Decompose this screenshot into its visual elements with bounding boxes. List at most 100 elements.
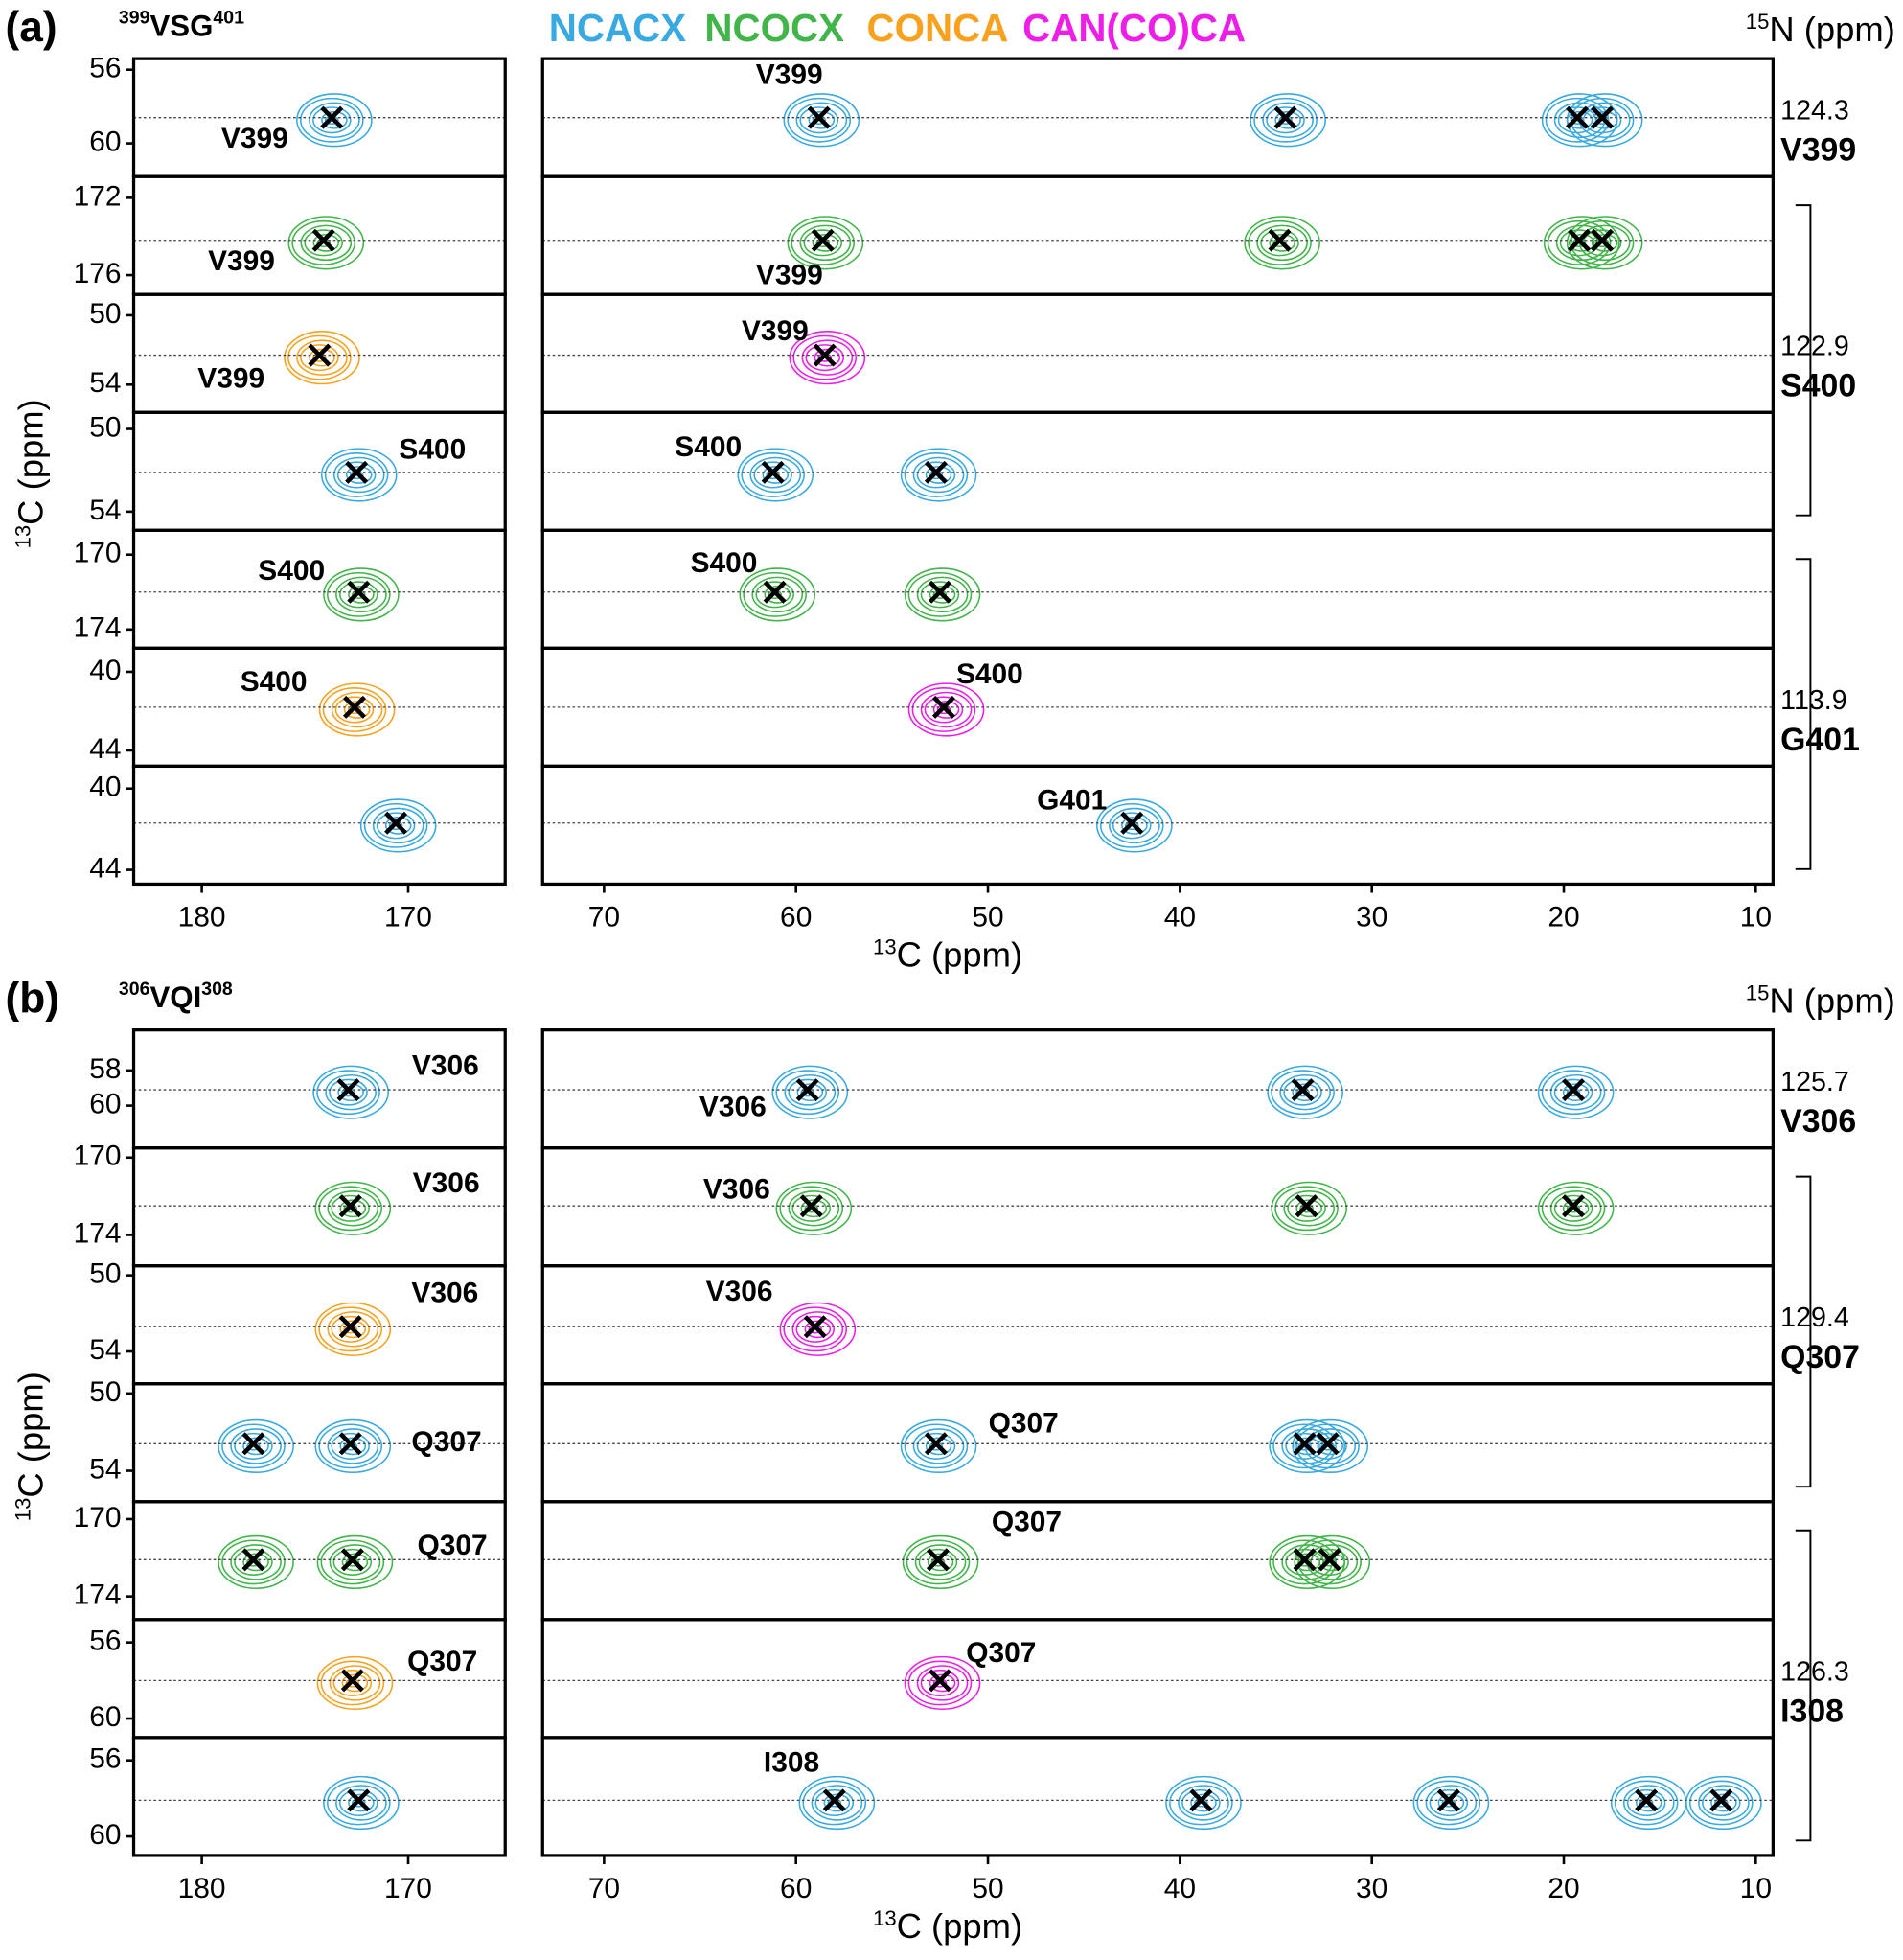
x-tick-label: 30 — [1356, 1873, 1387, 1904]
peak-cross — [1293, 1548, 1317, 1572]
contour — [221, 1539, 286, 1585]
contour — [755, 581, 794, 609]
contours — [218, 1418, 392, 1473]
y-tick-label: 50 — [89, 1376, 121, 1408]
contours — [296, 93, 373, 148]
y-tick-label: 60 — [89, 126, 121, 157]
contour — [795, 1315, 836, 1343]
contour — [1121, 817, 1148, 835]
x-tick-label: 20 — [1548, 902, 1579, 934]
peak-cross — [336, 1078, 360, 1102]
bracket — [1795, 204, 1812, 517]
contour — [1635, 1793, 1662, 1812]
contour — [749, 456, 802, 494]
legend-entry: NCACX — [549, 6, 686, 50]
contour — [791, 1194, 832, 1222]
peak-cross — [1566, 105, 1590, 129]
panel-label: (b) — [6, 975, 59, 1022]
contour — [324, 452, 389, 497]
contour — [341, 1553, 369, 1572]
contour — [287, 216, 365, 270]
contour — [345, 466, 373, 484]
bracket — [1795, 558, 1812, 870]
contour — [907, 682, 985, 737]
contour — [1295, 1199, 1322, 1218]
y-tick-label: 174 — [74, 1217, 122, 1249]
contour — [300, 344, 339, 372]
y-axis-title: 13C (ppm) — [11, 1372, 51, 1521]
contour — [1099, 802, 1164, 848]
contour — [337, 1083, 364, 1102]
peak-cross — [345, 460, 369, 484]
contour — [1283, 1078, 1322, 1106]
contour — [1181, 1788, 1221, 1817]
contour — [1412, 1775, 1490, 1831]
peak-cross — [1568, 228, 1592, 252]
x-tick-label: 170 — [384, 1873, 432, 1904]
peak-cross — [813, 343, 837, 367]
contour — [783, 1306, 848, 1352]
contour — [332, 1548, 373, 1576]
peak-cross — [799, 1194, 823, 1218]
contour — [1272, 1423, 1337, 1469]
contour — [1274, 110, 1301, 129]
y-tick-label: 170 — [74, 538, 122, 569]
x-tick-label: 40 — [1164, 1873, 1196, 1904]
contour — [918, 1548, 958, 1576]
contours — [907, 682, 985, 737]
contour — [1317, 1437, 1344, 1456]
contour — [287, 334, 352, 380]
strip-frame — [131, 764, 507, 887]
residue-label: V399 — [1780, 132, 1856, 169]
contours — [739, 567, 981, 622]
contour — [322, 687, 387, 732]
contour — [318, 1186, 382, 1232]
contour — [1688, 1780, 1754, 1826]
contour — [230, 1544, 282, 1580]
contour — [1190, 1793, 1217, 1812]
contour — [296, 339, 348, 376]
contour — [318, 1306, 382, 1352]
contour — [814, 1788, 855, 1817]
title-sup: 306 — [119, 979, 150, 1000]
peak-cross — [1293, 1432, 1317, 1456]
contour — [1549, 1190, 1602, 1227]
contour — [783, 93, 860, 148]
peak-cross — [342, 695, 367, 719]
panel-label: (a) — [6, 4, 57, 51]
contour — [334, 696, 375, 724]
peak-label: S400 — [675, 431, 742, 463]
contour — [331, 1194, 370, 1222]
contour — [743, 571, 807, 617]
peak-label: V306 — [412, 1050, 479, 1082]
contour — [814, 348, 841, 367]
contour — [911, 687, 976, 732]
peak-label: V306 — [413, 1167, 480, 1199]
n-shift: 126.3 — [1780, 1656, 1849, 1687]
contour — [327, 1311, 379, 1348]
contour — [1566, 93, 1643, 148]
strip-frame — [131, 1736, 507, 1857]
contour — [339, 1437, 367, 1456]
contour — [811, 1785, 863, 1821]
contours — [312, 1065, 389, 1119]
peak-cross — [340, 1548, 364, 1572]
title-sup: 308 — [201, 979, 233, 1000]
x-tick-label: 30 — [1356, 902, 1387, 934]
contour — [1294, 1437, 1320, 1456]
n-shift: 125.7 — [1780, 1067, 1849, 1097]
peak-cross — [763, 580, 787, 604]
peak-cross — [340, 1669, 364, 1693]
peak-label: Q307 — [417, 1530, 487, 1561]
contour — [1269, 1418, 1345, 1473]
contour — [791, 219, 856, 265]
x-tick-label: 70 — [588, 902, 620, 934]
x-tick-label: 180 — [178, 902, 226, 934]
contour — [764, 585, 791, 604]
contour — [751, 576, 804, 613]
panel-title: 306VQI308 — [119, 979, 233, 1014]
peak-cross — [1562, 1194, 1586, 1218]
peak-cross — [811, 228, 835, 252]
n-shift: 113.9 — [1780, 685, 1846, 716]
contours — [316, 1655, 394, 1711]
